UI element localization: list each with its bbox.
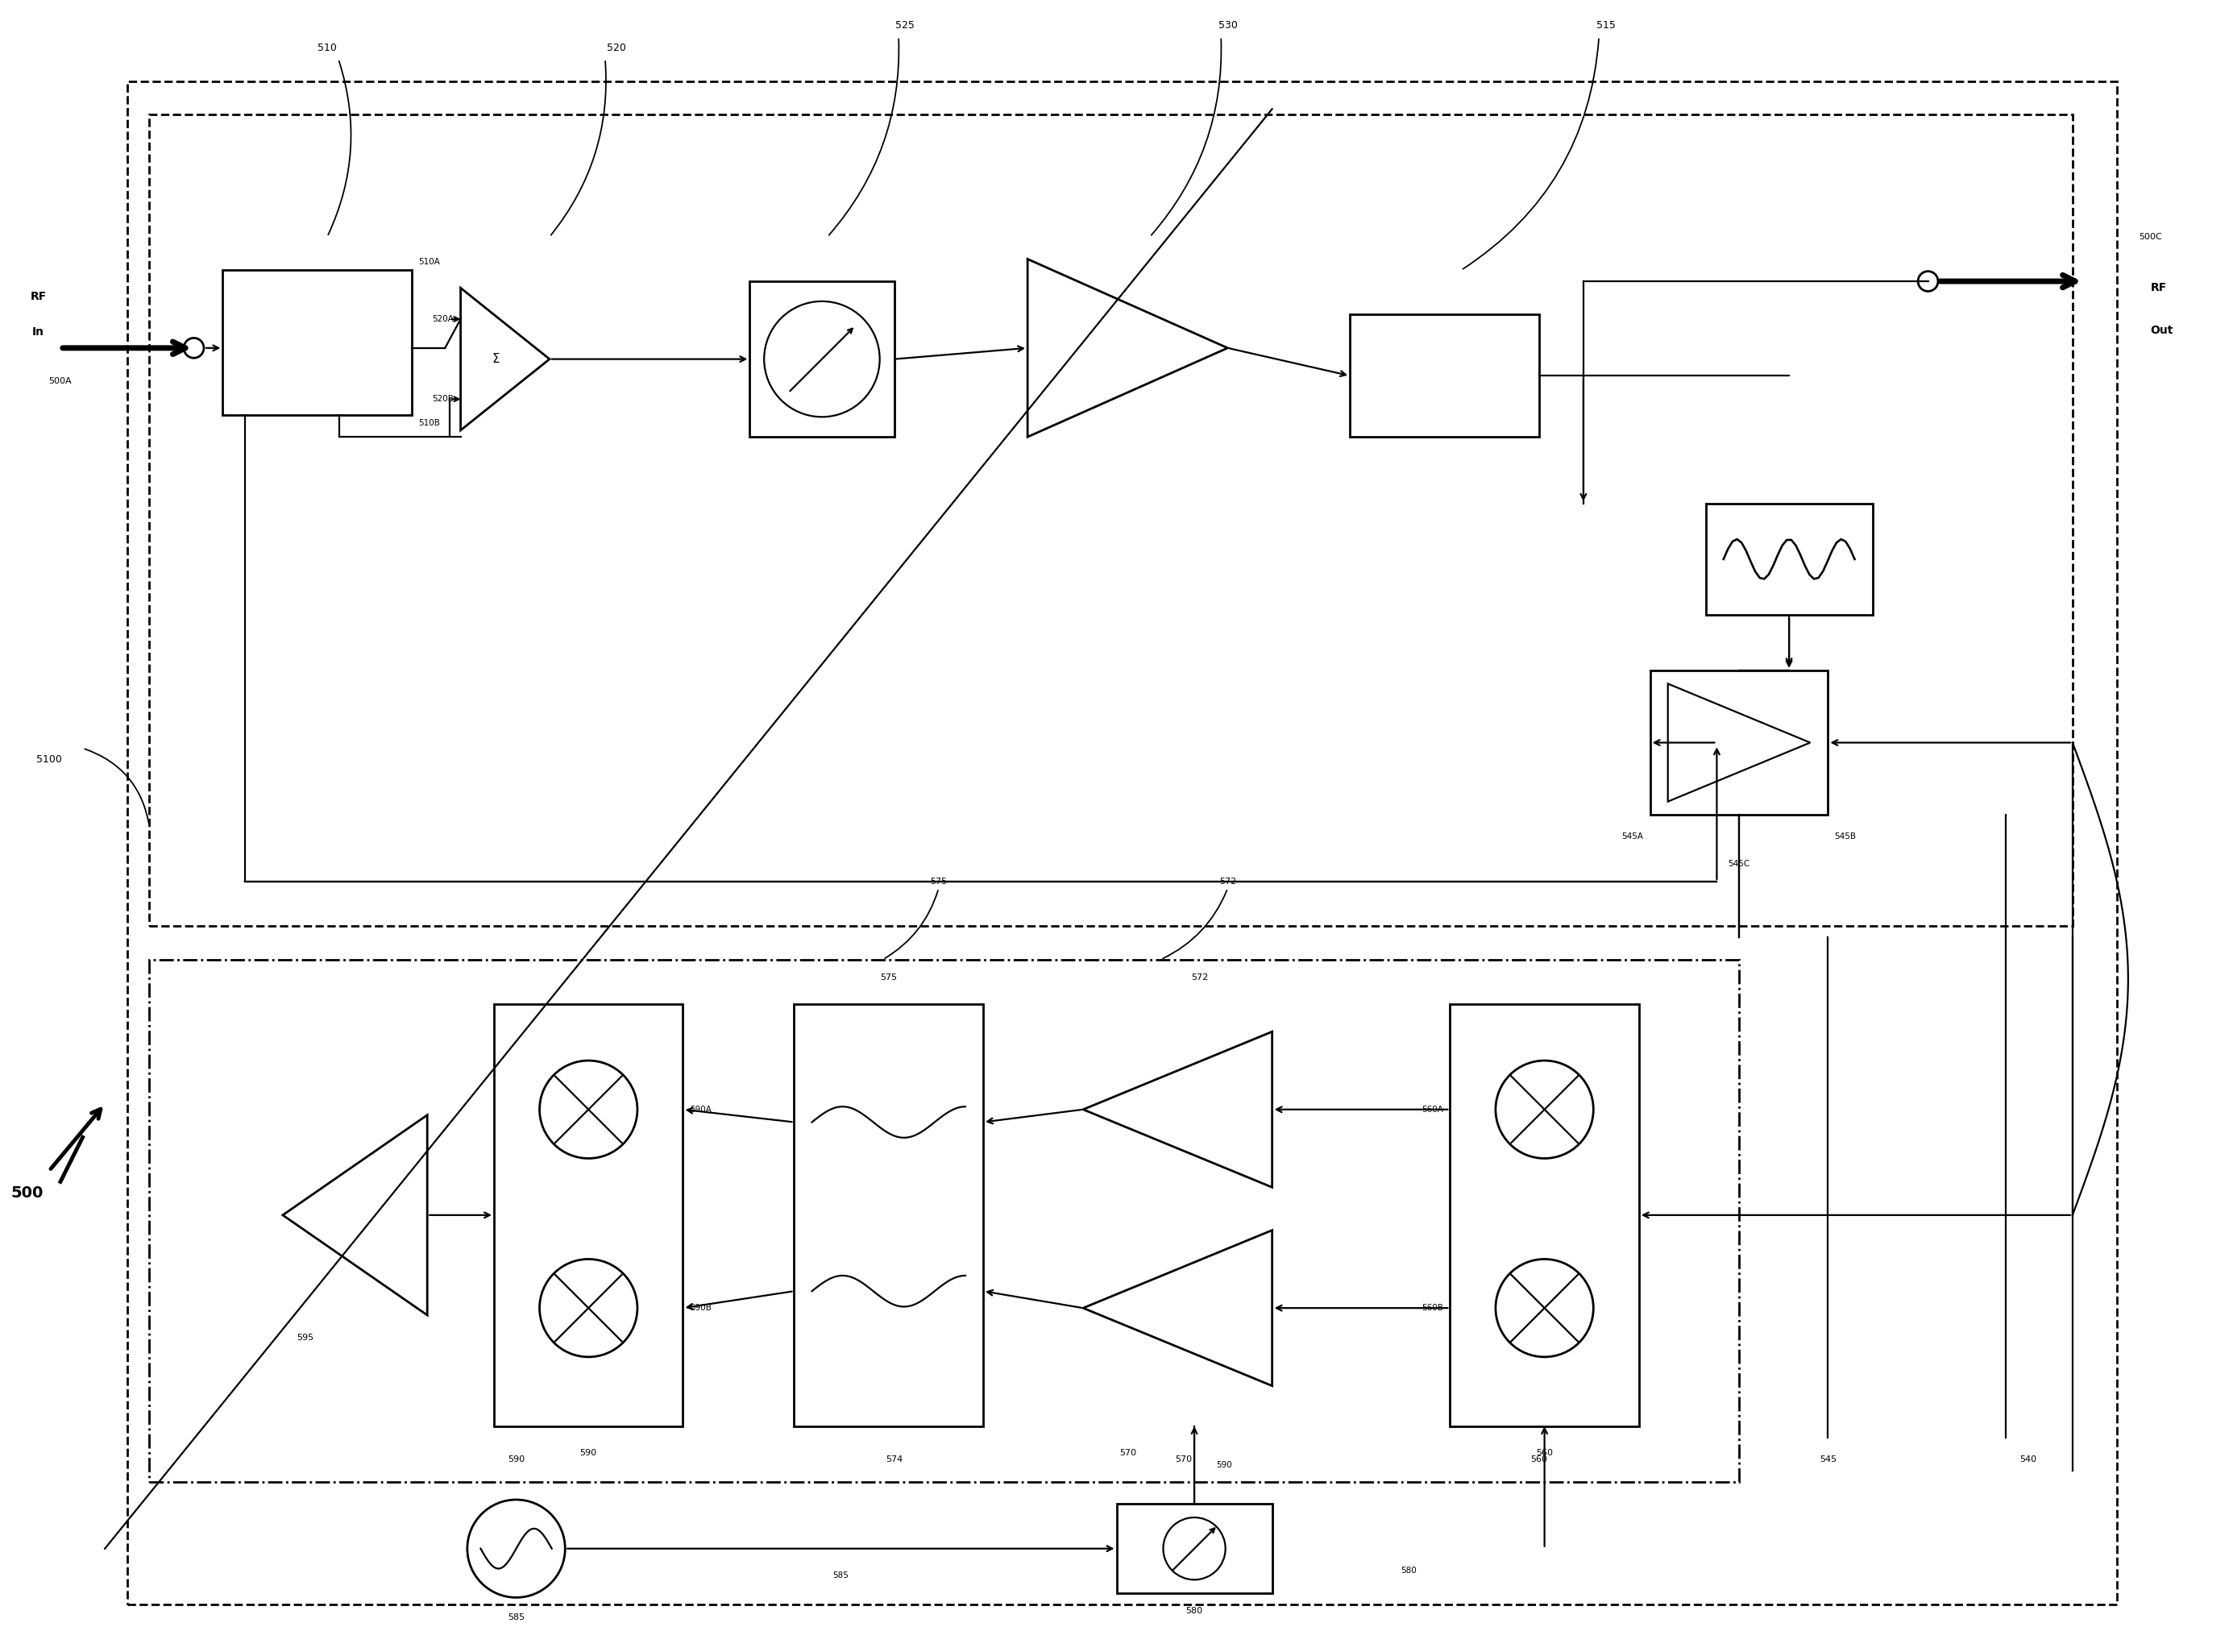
Text: 545A: 545A (1621, 833, 1643, 841)
Text: 525: 525 (895, 20, 916, 31)
Text: 520A: 520A (433, 316, 453, 324)
Bar (150, 114, 2072, 927)
Text: 572: 572 (1219, 877, 1237, 885)
Text: 595: 595 (297, 1333, 313, 1341)
Text: 590: 590 (1217, 1460, 1233, 1469)
Text: Out: Out (2150, 324, 2173, 335)
Text: 574: 574 (887, 1455, 902, 1464)
Bar (1650, 671, 1829, 814)
Text: 520B: 520B (433, 395, 453, 403)
Bar (493, 1004, 683, 1426)
Bar (1351, 314, 1539, 436)
Text: 510B: 510B (418, 420, 440, 428)
Text: 510A: 510A (418, 258, 440, 266)
Text: 545: 545 (1820, 1455, 1836, 1464)
Text: 570: 570 (1175, 1455, 1192, 1464)
Text: 545B: 545B (1836, 833, 1856, 841)
Text: 500A: 500A (49, 377, 71, 385)
Text: 5100: 5100 (36, 753, 63, 765)
Text: 560B: 560B (1422, 1303, 1443, 1312)
Text: 560: 560 (1530, 1455, 1547, 1464)
Text: 580: 580 (1186, 1607, 1204, 1616)
Text: 500: 500 (11, 1184, 42, 1201)
Text: 570: 570 (1119, 1449, 1137, 1457)
Bar (150, 960, 1740, 1482)
Text: 575: 575 (931, 877, 947, 885)
Bar (1116, 1503, 1273, 1593)
Text: 510: 510 (317, 43, 337, 53)
Bar (1449, 1004, 1639, 1426)
Text: RF: RF (29, 291, 47, 302)
Text: 545C: 545C (1728, 859, 1751, 867)
Text: 560: 560 (1536, 1449, 1552, 1457)
Text: In: In (31, 327, 45, 339)
Text: 590: 590 (581, 1449, 596, 1457)
Text: 500C: 500C (2139, 233, 2162, 241)
Text: 572: 572 (1192, 973, 1208, 981)
Bar (223, 271, 411, 415)
Text: RF: RF (2150, 282, 2166, 294)
Text: 590A: 590A (690, 1105, 712, 1113)
Text: 580: 580 (1400, 1566, 1416, 1574)
Text: 515: 515 (1597, 20, 1614, 31)
Bar (750, 281, 893, 436)
Bar (127, 81, 2117, 1604)
Text: 590: 590 (507, 1455, 525, 1464)
Text: 540: 540 (2019, 1455, 2036, 1464)
Text: 530: 530 (1217, 20, 1237, 31)
Text: 585: 585 (507, 1614, 525, 1622)
Text: Σ: Σ (491, 354, 500, 365)
Bar (1706, 504, 1873, 615)
Text: 585: 585 (833, 1571, 849, 1579)
Text: 575: 575 (880, 973, 898, 981)
Text: 590B: 590B (690, 1303, 712, 1312)
Text: 520: 520 (607, 43, 625, 53)
Text: 560A: 560A (1422, 1105, 1443, 1113)
Bar (795, 1004, 983, 1426)
